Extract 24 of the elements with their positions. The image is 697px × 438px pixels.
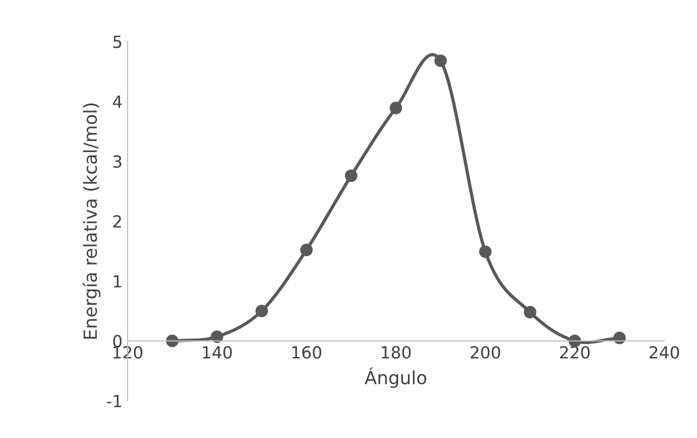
x-tick-label: 140 xyxy=(202,346,232,359)
x-axis-title: Ángulo xyxy=(364,367,426,388)
point xyxy=(613,332,626,344)
y-tick-label: -1 xyxy=(106,394,122,408)
y-tick-label: 5 xyxy=(113,36,122,48)
x-tick-label: 240 xyxy=(650,346,680,359)
point xyxy=(300,244,313,256)
point xyxy=(434,54,447,68)
point xyxy=(166,334,179,348)
point xyxy=(210,330,224,343)
x-tick-label: 200 xyxy=(470,346,500,359)
x-tick-label: 220 xyxy=(560,346,590,359)
point xyxy=(390,102,402,114)
y-axis-title: Energía relativa (kcal/mol) xyxy=(82,104,101,339)
x-tick-label: 180 xyxy=(382,346,411,359)
point xyxy=(255,304,268,318)
y-tick-label: 4 xyxy=(112,96,122,108)
y-tick-label: 3 xyxy=(113,155,122,168)
point xyxy=(479,245,492,258)
point xyxy=(524,306,536,318)
y-tick-label: 1 xyxy=(114,275,122,288)
y-tick-label: 2 xyxy=(113,215,122,228)
point xyxy=(344,169,358,182)
x-tick-label: 160 xyxy=(292,346,322,359)
